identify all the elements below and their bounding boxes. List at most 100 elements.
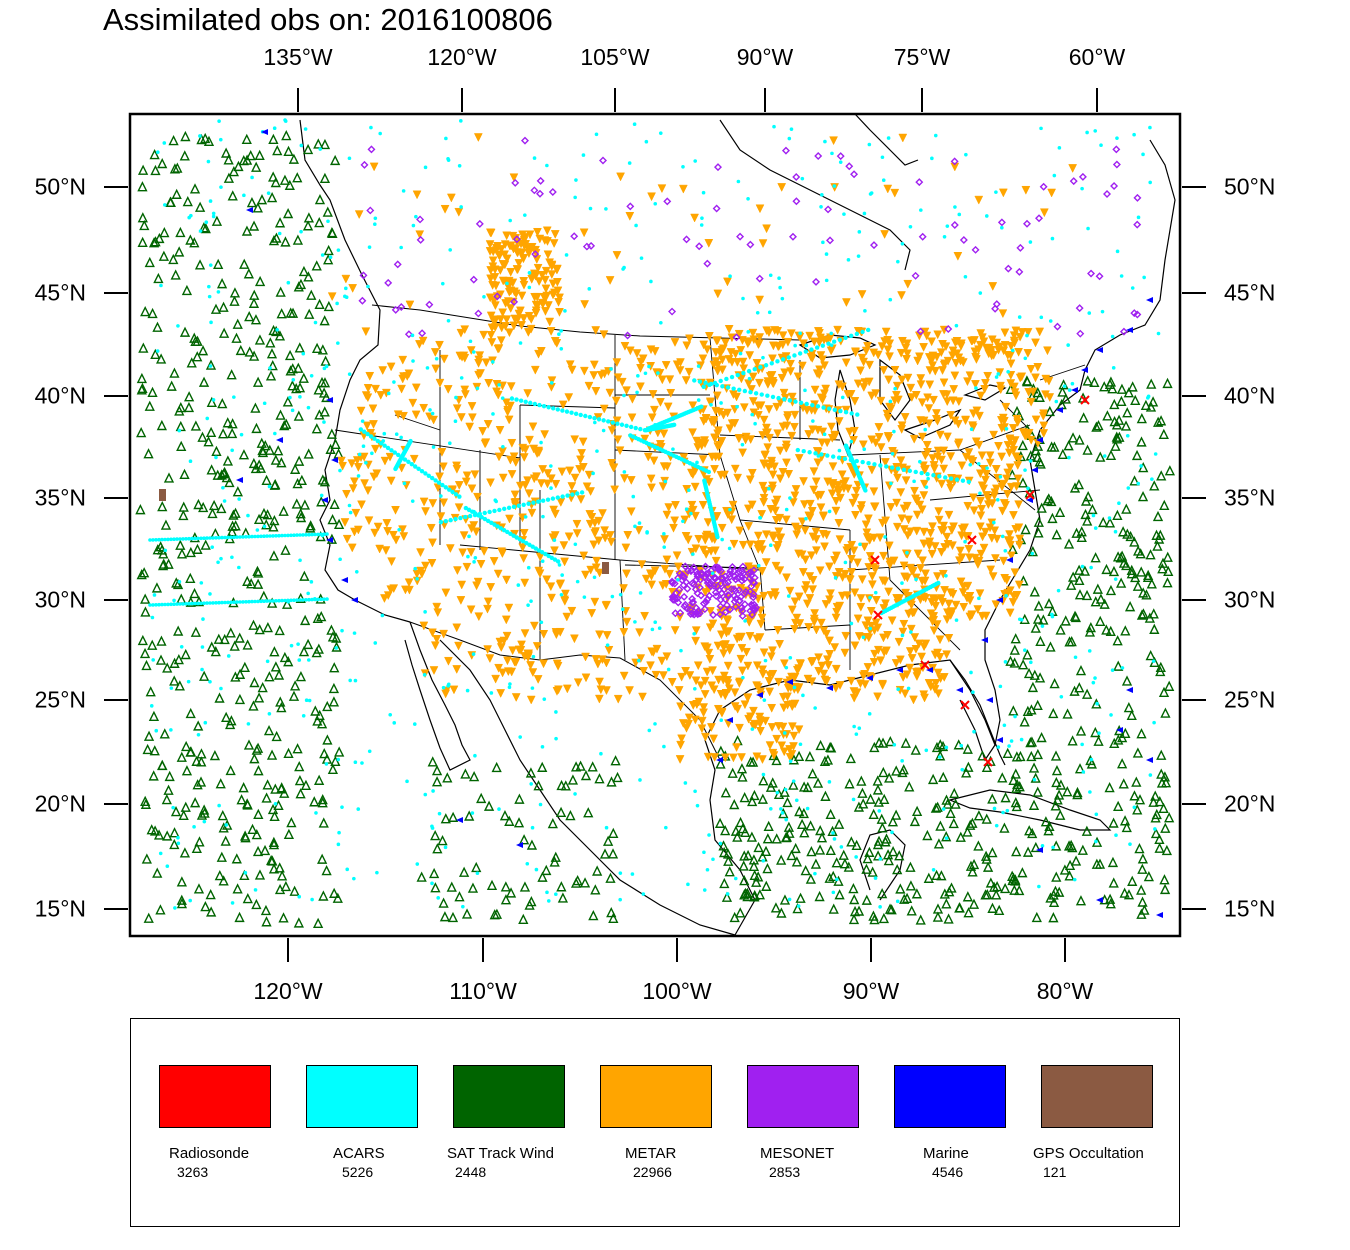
- obs-marker: [208, 499, 220, 511]
- obs-marker: [536, 499, 541, 504]
- obs-marker: [185, 234, 196, 245]
- obs-marker: [790, 842, 801, 854]
- obs-marker: [826, 589, 835, 599]
- obs-marker: [1026, 750, 1037, 762]
- obs-marker: [754, 889, 766, 900]
- obs-marker: [304, 598, 308, 602]
- obs-marker: [788, 779, 799, 790]
- obs-marker: [508, 278, 518, 288]
- obs-marker: [762, 698, 767, 702]
- obs-marker: [891, 390, 901, 400]
- obs-marker: [242, 893, 253, 904]
- obs-marker: [547, 818, 558, 829]
- obs-marker: [883, 854, 894, 866]
- obs-marker: [811, 419, 815, 423]
- obs-marker: [779, 894, 791, 905]
- obs-marker: [1066, 579, 1077, 590]
- obs-marker: [1146, 378, 1157, 389]
- obs-marker: [369, 420, 378, 429]
- obs-marker: [893, 473, 902, 483]
- obs-marker: [1041, 390, 1050, 400]
- obs-marker: [650, 627, 655, 632]
- obs-marker: [841, 631, 851, 641]
- obs-marker: [1080, 395, 1090, 405]
- obs-marker: [743, 504, 753, 514]
- obs-marker: [440, 482, 445, 488]
- obs-marker: [441, 588, 451, 598]
- obs-marker: [770, 394, 776, 400]
- obs-marker: [338, 557, 342, 562]
- obs-marker: [920, 576, 930, 586]
- obs-marker: [325, 443, 336, 454]
- obs-marker: [781, 146, 790, 155]
- obs-marker: [978, 291, 983, 295]
- obs-marker: [758, 665, 768, 675]
- obs-marker: [461, 904, 465, 909]
- obs-marker: [1074, 434, 1085, 445]
- obs-marker: [459, 531, 469, 541]
- obs-marker: [922, 829, 933, 841]
- obs-marker: [526, 324, 536, 334]
- obs-marker: [987, 793, 998, 804]
- obs-marker: [1137, 491, 1149, 502]
- obs-marker: [224, 823, 229, 827]
- obs-marker: [853, 801, 865, 812]
- obs-marker: [283, 119, 288, 123]
- obs-marker: [900, 581, 904, 585]
- obs-marker: [941, 807, 946, 811]
- obs-marker: [519, 881, 531, 892]
- obs-marker: [599, 848, 611, 859]
- obs-marker: [656, 398, 665, 407]
- obs-marker: [379, 441, 384, 446]
- obs-marker: [515, 306, 525, 316]
- obs-marker: [860, 542, 869, 552]
- obs-marker: [169, 163, 181, 174]
- obs-marker: [582, 595, 587, 599]
- obs-marker: [277, 533, 281, 538]
- obs-marker: [1112, 160, 1121, 169]
- obs-marker: [1069, 177, 1078, 186]
- obs-marker: [884, 772, 895, 783]
- obs-marker: [805, 331, 815, 341]
- obs-marker: [907, 566, 917, 576]
- obs-marker: [986, 565, 996, 575]
- obs-marker: [508, 218, 512, 223]
- obs-marker: [197, 431, 208, 442]
- obs-marker: [556, 498, 566, 507]
- obs-marker: [773, 540, 783, 550]
- left-lat-label: 35°N: [34, 484, 86, 511]
- obs-marker: [618, 871, 623, 875]
- obs-marker: [177, 579, 182, 584]
- obs-marker: [935, 750, 946, 761]
- obs-marker: [965, 612, 975, 622]
- obs-marker: [827, 422, 836, 432]
- obs-marker: [1116, 395, 1127, 406]
- obs-marker: [216, 560, 220, 565]
- obs-marker: [222, 417, 233, 428]
- obs-marker: [279, 174, 291, 185]
- obs-marker: [595, 568, 605, 578]
- obs-marker: [221, 471, 232, 483]
- obs-marker: [671, 422, 677, 428]
- obs-marker: [518, 443, 528, 453]
- obs-marker: [599, 404, 609, 414]
- obs-marker: [1083, 491, 1094, 502]
- obs-marker: [900, 737, 911, 748]
- obs-marker: [298, 558, 302, 563]
- obs-marker: [932, 409, 941, 419]
- obs-marker: [717, 355, 727, 365]
- obs-marker: [1036, 502, 1047, 513]
- obs-marker: [975, 522, 985, 532]
- obs-marker: [714, 817, 726, 828]
- obs-marker: [718, 841, 723, 846]
- obs-marker: [991, 600, 1001, 610]
- obs-marker: [591, 387, 601, 396]
- obs-marker: [335, 301, 339, 306]
- obs-marker: [595, 449, 599, 453]
- obs-marker: [973, 840, 984, 851]
- obs-marker: [1048, 896, 1060, 908]
- obs-marker: [899, 561, 909, 571]
- obs-marker: [744, 337, 754, 347]
- obs-marker: [313, 320, 318, 325]
- obs-marker: [1140, 399, 1152, 410]
